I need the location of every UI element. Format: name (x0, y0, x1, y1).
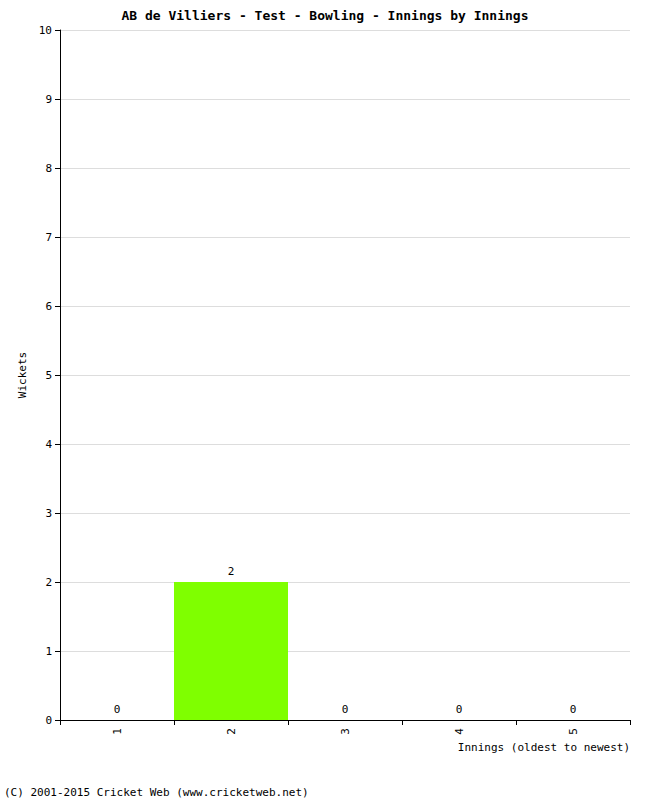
svg-text:AB de Villiers - Test - Bowlin: AB de Villiers - Test - Bowling - Inning… (122, 8, 529, 23)
svg-text:1: 1 (45, 645, 52, 658)
svg-text:0: 0 (456, 703, 463, 716)
svg-text:2: 2 (45, 576, 52, 589)
svg-text:3: 3 (45, 507, 52, 520)
svg-text:8: 8 (45, 162, 52, 175)
svg-text:3: 3 (339, 728, 352, 735)
svg-text:0: 0 (45, 714, 52, 727)
svg-text:(C) 2001-2015 Cricket Web (www: (C) 2001-2015 Cricket Web (www.cricketwe… (4, 786, 309, 799)
svg-text:0: 0 (342, 703, 349, 716)
svg-text:2: 2 (228, 565, 235, 578)
svg-text:Innings (oldest to newest): Innings (oldest to newest) (458, 741, 630, 754)
svg-text:6: 6 (45, 300, 52, 313)
svg-text:Wickets: Wickets (16, 352, 29, 398)
svg-text:0: 0 (114, 703, 121, 716)
svg-text:1: 1 (111, 728, 124, 735)
svg-text:4: 4 (45, 438, 52, 451)
svg-text:7: 7 (45, 231, 52, 244)
svg-text:10: 10 (39, 24, 52, 37)
svg-text:2: 2 (225, 728, 238, 735)
svg-text:9: 9 (45, 93, 52, 106)
svg-text:4: 4 (453, 728, 466, 735)
svg-text:5: 5 (45, 369, 52, 382)
svg-text:5: 5 (567, 728, 580, 735)
svg-text:0: 0 (570, 703, 577, 716)
